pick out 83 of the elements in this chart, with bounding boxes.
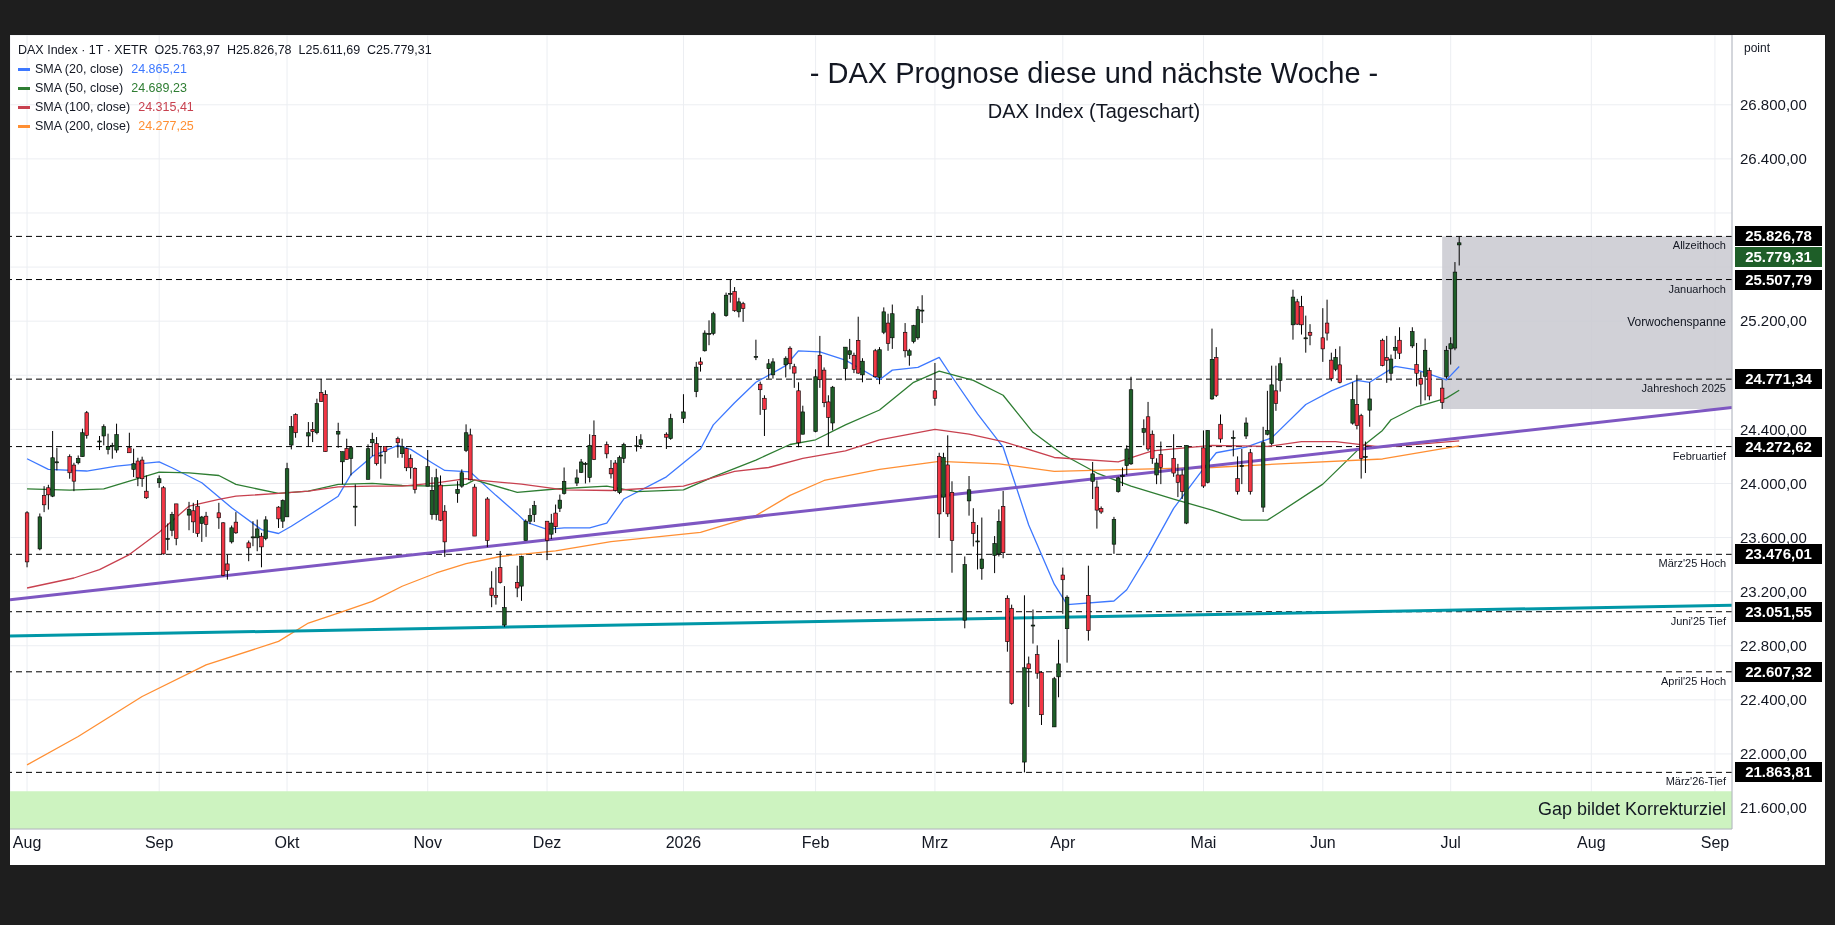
line-series [26,445,1460,766]
x-tick-label: Okt [274,834,301,852]
band-label: Gap bildet Korrekturziel [1537,799,1726,821]
x-tick-label: Mai [1190,834,1217,852]
x-tick-label: Apr [1050,834,1076,852]
annotation: 24.277,25 [138,118,194,135]
text: 24.272,62 [1735,436,1822,457]
annotation: DAX Index · 1T · XETR O25.763,97 H25.826,78 L25.611,69 C25.779,31 [18,42,432,59]
candlestick [250,520,256,547]
x-tick-label: Jun [1309,834,1336,852]
band-label: Vorwochenspanne [1627,314,1726,329]
ref-line-label: April'25 Hoch [1660,674,1726,687]
x-tick-label: Nov [413,834,442,852]
candlestick [489,570,494,608]
legend-label: SMA (100, close) [35,99,131,116]
candlestick [186,501,192,531]
legend-label: SMA (200, close) [35,118,131,135]
x-tick-label: Jul [1440,834,1461,852]
candlestick [885,313,891,352]
legend-label: SMA (50, close) [35,80,124,97]
annotation: 24.865,21 [131,61,187,78]
ref-line-label: Februartief [1672,449,1726,462]
x-tick-label: Mrz [921,834,949,852]
y-tick-label: 22.800,00 [1740,637,1807,655]
candlestick [353,483,358,527]
text: 21.863,81 [1735,762,1822,783]
ref-line-label: Juni'25 Tief [1670,614,1726,627]
y-tick-label: 23.200,00 [1740,582,1807,600]
candlestick [753,339,759,361]
candlestick [203,511,209,538]
y-tick-label: 26.800,00 [1740,96,1807,114]
x-tick-label: Aug [12,834,42,852]
text: DAX Index (Tageschart) [986,100,1202,123]
candlestick [1243,416,1249,440]
text: 22.607,32 [1735,661,1822,682]
annotation: 24.689,23 [131,80,187,97]
text: 24.771,34 [1735,369,1822,390]
y-tick-label: 21.600,00 [1740,799,1807,817]
candlestick [42,485,47,513]
x-tick-label: Dez [532,834,562,852]
x-tick-label: Feb [801,834,830,852]
ref-line-label: Jahreshoch 2025 [1641,382,1726,395]
ref-line-label: März'26-Tief [1665,775,1726,788]
x-tick-label: Sep [144,834,174,852]
ref-line-label: Allzeithoch [1672,239,1726,252]
x-tick-label: Aug [1577,834,1606,852]
candlestick [131,448,136,478]
text: 25.507,79 [1735,269,1822,290]
text: 23.051,55 [1735,601,1822,622]
y-tick-label: 22.400,00 [1740,691,1807,709]
annotation: 24.315,41 [138,99,194,116]
candlestick [1397,326,1402,360]
y-tick-label: 23.600,00 [1740,528,1807,546]
candlestick [966,475,972,517]
candlestick [191,502,196,534]
y-tick-label: 24.000,00 [1740,474,1807,492]
ref-line-label: März'25 Hoch [1658,557,1726,570]
legend-label: SMA (20, close) [35,61,124,78]
candlestick [340,451,345,485]
x-tick-label: 2026 [665,834,702,852]
y-axis-title: point [1744,41,1771,55]
text: - DAX Prognose diese und nächste Woche - [808,57,1380,90]
candlestick [532,500,537,523]
candlestick [493,567,499,606]
y-tick-label: 24.400,00 [1740,420,1807,438]
candlestick [787,345,793,370]
candlestick [758,381,763,416]
candlestick [562,467,567,496]
line-series [26,370,1460,521]
candlestick [1218,413,1223,444]
text: 23.476,01 [1735,544,1822,565]
candlestick [1367,381,1372,428]
text: 25.779,31 [1735,247,1822,268]
y-tick-label: 25.200,00 [1740,312,1807,330]
ref-line-label: Januarhoch [1668,282,1726,295]
y-tick-label: 26.400,00 [1740,150,1807,168]
candlestick [681,393,686,424]
candlestick [1307,323,1313,346]
text: 25.826,78 [1735,226,1822,247]
y-tick-label: 22.000,00 [1740,745,1807,763]
x-tick-label: Sep [1700,834,1730,852]
line-series [26,428,1460,589]
candlestick [1393,335,1398,360]
